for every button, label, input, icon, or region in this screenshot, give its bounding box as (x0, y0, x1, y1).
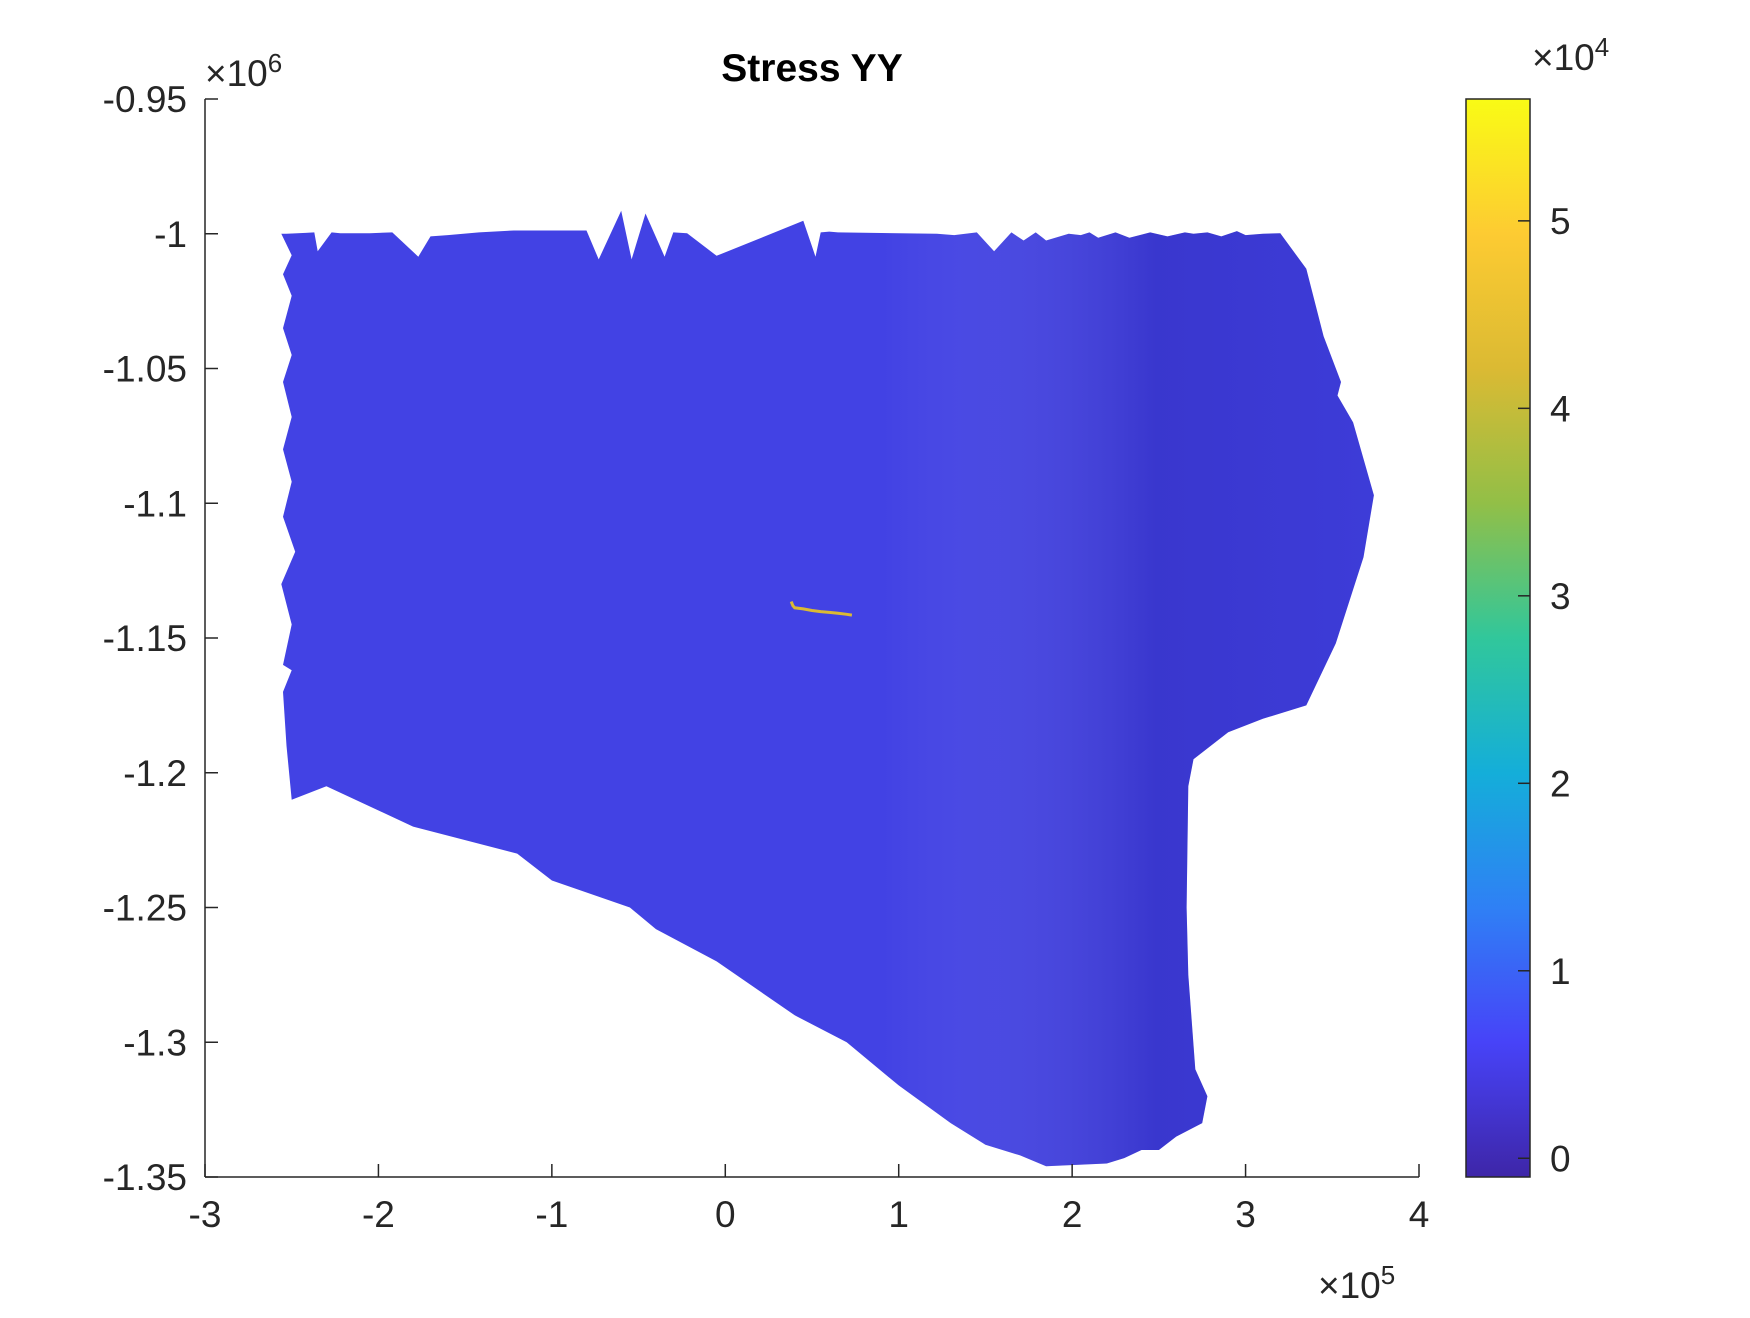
y-tick-label: -1.05 (103, 349, 187, 390)
y-tick-label: -1.25 (103, 888, 187, 929)
colorbar-gradient (1465, 98, 1531, 1178)
x-tick-label: -3 (189, 1194, 222, 1235)
colorbar-tick-label: 5 (1550, 201, 1571, 242)
x-tick-label: 2 (1062, 1194, 1083, 1235)
colorbar: 0 1 2 3 4 5 (1465, 98, 1571, 1179)
x-tick-label: 4 (1409, 1194, 1430, 1235)
x-tick-label: 0 (715, 1194, 736, 1235)
x-tick-label: -2 (362, 1194, 395, 1235)
y-tick-label: -1.2 (123, 753, 187, 794)
y-tick-label: -1.3 (123, 1022, 187, 1063)
y-tick-label: -0.95 (103, 79, 187, 120)
y-tick-label: -1.15 (103, 618, 187, 659)
colorbar-tick-label: 2 (1550, 763, 1571, 804)
colorbar-tick-label: 0 (1550, 1138, 1571, 1179)
plot-area (281, 210, 1374, 1167)
x-tick-label: 3 (1235, 1194, 1256, 1235)
svg-text:×105: ×105 (1318, 1260, 1395, 1306)
stress-field-shading (281, 210, 1374, 1167)
svg-text:×106: ×106 (205, 48, 282, 94)
axes: -3 -2 -1 0 1 2 3 4 -0.95 -1 -1.05 -1.1 -1.15 -1.2 -1.2… (103, 79, 1430, 1235)
y-tick-label: -1.35 (103, 1157, 187, 1198)
x-tick-label: 1 (888, 1194, 909, 1235)
y-tick-label: -1 (154, 214, 187, 255)
svg-text:×104: ×104 (1532, 32, 1609, 78)
colorbar-tick-label: 4 (1550, 388, 1571, 429)
x-tick-label: -1 (535, 1194, 568, 1235)
y-tick-label: -1.1 (123, 483, 187, 524)
x-exponent-label: ×105 (1318, 1260, 1395, 1306)
y-exponent-label: ×106 (205, 48, 282, 94)
colorbar-tick-label: 1 (1550, 951, 1571, 992)
colorbar-exponent-label: ×104 (1532, 32, 1609, 78)
colorbar-tick-label: 3 (1550, 576, 1571, 617)
chart-title: Stress YY (721, 47, 902, 90)
high-stress-trace (789, 601, 853, 617)
